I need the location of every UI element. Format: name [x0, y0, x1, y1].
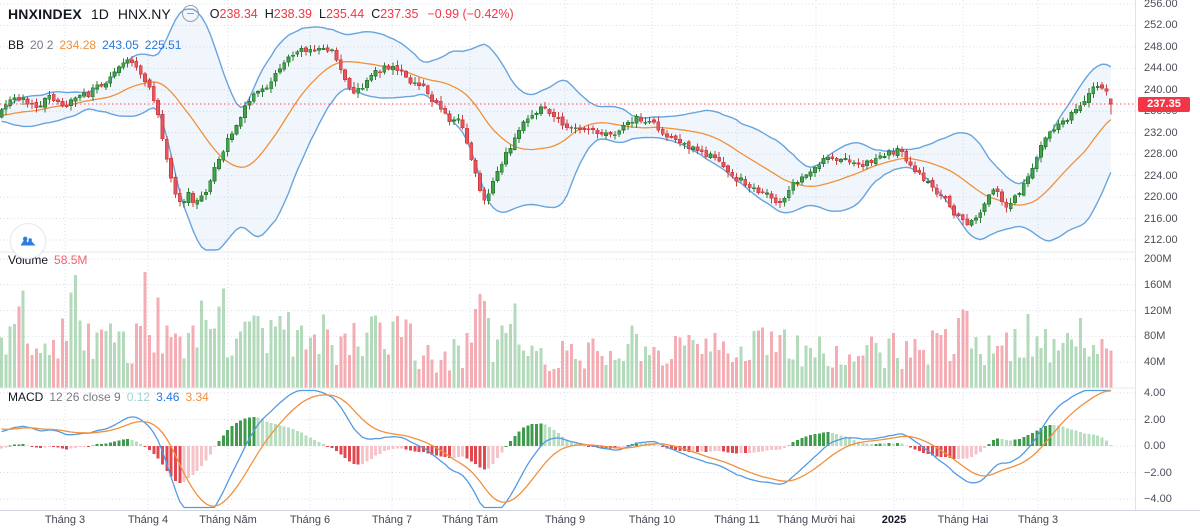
price-tick-label: 256.00 — [1144, 0, 1178, 10]
high-label: H — [264, 6, 274, 21]
macd-params: 12 26 close 9 — [49, 390, 121, 404]
time-tick-label: Tháng 7 — [371, 514, 413, 526]
macd-lines — [1, 389, 1111, 509]
macd-tick-label: 2.00 — [1144, 413, 1166, 426]
time-axis[interactable]: Tháng 3 Tháng 4 Tháng Năm Tháng 6 Tháng 7 Thá… — [0, 510, 1200, 530]
volume-bars — [0, 272, 1113, 388]
bb-params: 20 2 — [30, 38, 54, 52]
bb-basis-value: 234.28 — [59, 38, 97, 52]
price-chart-canvas[interactable] — [0, 0, 1135, 510]
macd-legend[interactable]: MACD 12 26 close 9 0.12 3.46 3.34 — [8, 390, 209, 404]
time-tick-label: Tháng 6 — [289, 514, 331, 526]
volume-tick-label: 40M — [1144, 356, 1166, 369]
price-tick-label: 220.00 — [1144, 191, 1178, 204]
bb-lower-value: 225.51 — [144, 38, 182, 52]
time-tick-label: Tháng Hai — [937, 514, 989, 526]
pane-dividers — [0, 251, 1135, 389]
low-value: 235.44 — [325, 6, 365, 21]
price-tick-label: 224.00 — [1144, 169, 1178, 182]
last-price-badge: 237.35 — [1138, 97, 1190, 112]
macd-tick-label: −4.00 — [1144, 493, 1172, 505]
price-tick-label: 240.00 — [1144, 83, 1178, 96]
open-label: O — [209, 6, 220, 21]
time-tick-label: Tháng 3 — [1017, 514, 1059, 526]
collapse-minus-icon[interactable] — [181, 5, 199, 22]
macd-line-value: 3.46 — [156, 390, 180, 404]
interval-label[interactable]: 1D — [90, 5, 109, 22]
mountains-button[interactable] — [10, 223, 46, 259]
macd-tick-label: 0.00 — [1144, 440, 1166, 452]
price-tick-label: 252.00 — [1144, 19, 1178, 32]
time-tick-label: Tháng Tám — [441, 514, 499, 526]
macd-tick-label: 4.00 — [1144, 387, 1166, 399]
time-tick-label: Tháng 9 — [544, 514, 586, 526]
time-tick-label: Tháng 3 — [44, 514, 86, 526]
price-tick-label: 244.00 — [1144, 62, 1178, 75]
time-tick-label: Tháng 11 — [714, 514, 760, 526]
price-tick-label: 228.00 — [1144, 148, 1178, 161]
volume-tick-label: 200M — [1144, 253, 1172, 265]
volume-tick-label: 160M — [1144, 278, 1172, 291]
close-label: C — [371, 6, 381, 21]
ohlc-values: O238.34 H238.39 L235.44 C237.35 — [210, 7, 419, 21]
time-tick-label: Tháng Năm — [199, 514, 257, 526]
close-value: 237.35 — [380, 6, 419, 21]
symbol-header: HNXINDEX 1D HNX.NY O238.34 H238.39 L235.… — [8, 5, 514, 22]
time-tick-label: Tháng 10 — [628, 514, 676, 526]
volume-tick-label: 80M — [1144, 330, 1166, 343]
symbol-name[interactable]: HNXINDEX — [8, 5, 82, 22]
macd-tick-label: −2.00 — [1144, 466, 1172, 479]
time-tick-label: Tháng Mười hai — [776, 514, 856, 526]
volume-tick-label: 120M — [1144, 304, 1172, 317]
volume-value: 58.5M — [54, 253, 88, 267]
bollinger-legend[interactable]: BB 20 2 234.28 243.05 225.51 — [8, 38, 181, 52]
high-value: 238.39 — [273, 6, 312, 21]
change-value: −0.99 (−0.42%) — [427, 6, 514, 21]
open-value: 238.34 — [219, 6, 258, 21]
exchange-label: HNX.NY — [117, 5, 171, 22]
bb-upper-value: 243.05 — [102, 38, 139, 52]
time-tick-label: 2025 — [881, 514, 907, 526]
low-label: L — [319, 6, 326, 21]
macd-signal-value: 3.34 — [185, 390, 209, 404]
time-tick-label: Tháng 4 — [127, 514, 169, 526]
macd-name: MACD — [8, 390, 44, 404]
price-tick-label: 248.00 — [1144, 40, 1178, 53]
candles — [0, 44, 1113, 227]
bb-name: BB — [8, 38, 25, 52]
price-tick-label: 212.00 — [1144, 234, 1178, 246]
macd-hist-value: 0.12 — [126, 390, 151, 404]
price-axis[interactable]: 237.35 256.00252.00248.00244.00240.00236… — [1135, 0, 1200, 510]
mountains-icon — [20, 236, 36, 246]
macd-histogram — [0, 416, 1113, 483]
price-tick-label: 232.00 — [1144, 126, 1178, 139]
price-tick-label: 216.00 — [1144, 212, 1178, 225]
